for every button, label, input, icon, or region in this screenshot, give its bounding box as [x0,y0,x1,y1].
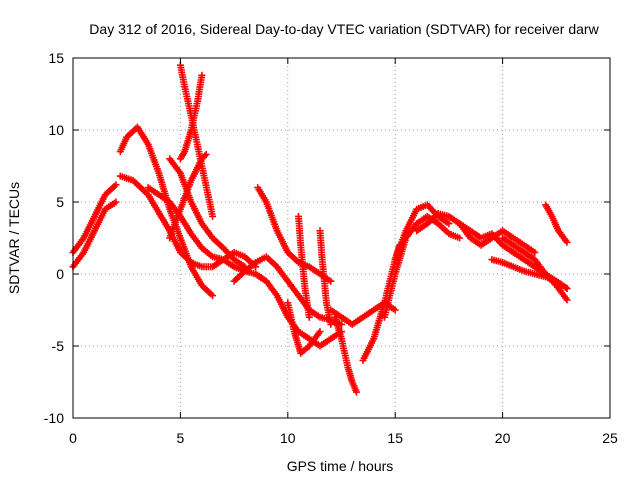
series-track-24 [488,256,571,292]
series-track-11 [254,184,335,285]
data-point-markers [254,184,335,285]
data-point-markers [284,299,324,357]
x-tick-label: 25 [602,430,618,446]
x-tick-label: 5 [177,430,185,446]
series-track-9 [166,155,249,271]
plot-frame [72,57,611,419]
y-tick-label: 10 [48,122,64,138]
y-tick-label: -5 [52,338,65,354]
data-point-markers [316,227,335,328]
data-point-markers [331,313,360,396]
data-point-markers [542,201,571,246]
x-tick-label: 20 [495,430,511,446]
data-point-markers [166,155,249,271]
data-point-markers [391,201,453,264]
series-track-20 [391,201,453,264]
y-tick-label: 5 [56,194,64,210]
axis-ticks: 0 5 10 15 20 25 -10 -5 0 5 10 15 [44,50,618,446]
series-track-25 [542,201,571,246]
y-tick-label: 0 [56,266,64,282]
chart-title: Day 312 of 2016, Sidereal Day-to-day VTE… [89,21,599,37]
series-track-15 [316,227,335,328]
data-point-markers [488,256,571,292]
series-track-7 [176,71,206,163]
x-tick-label: 0 [69,430,77,446]
series-track-13 [284,299,324,357]
y-axis-label: SDTVAR / TECUs [6,182,22,294]
data-point-markers [295,212,313,321]
x-tick-label: 15 [387,430,403,446]
data-layer [69,61,571,396]
series-track-16 [331,313,360,396]
data-point-markers [176,71,206,163]
x-axis-label: GPS time / hours [287,458,394,474]
series-track-14 [295,212,313,321]
x-tick-label: 10 [280,430,296,446]
y-tick-label: -10 [44,410,64,426]
y-tick-label: 15 [48,50,64,66]
